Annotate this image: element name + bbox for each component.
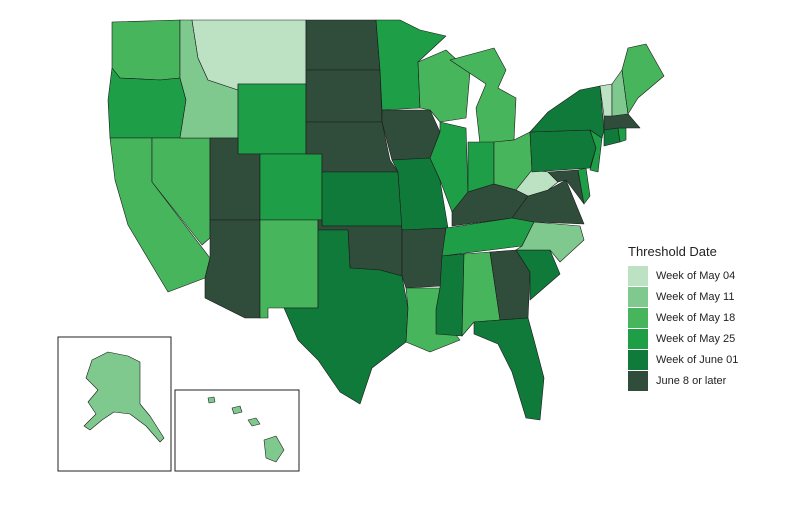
legend-label: Week of May 04 <box>656 269 736 282</box>
state-north-dakota[interactable] <box>305 19 381 71</box>
legend-item: Week of May 11 <box>628 286 738 307</box>
state-colorado[interactable] <box>259 153 323 221</box>
state-massachusetts[interactable] <box>603 113 641 131</box>
legend-label: Week of May 18 <box>656 311 736 324</box>
state-kansas[interactable] <box>321 171 403 227</box>
state-florida[interactable] <box>473 317 545 421</box>
hawaii-inset-frame <box>174 389 300 472</box>
legend-item: Week of May 18 <box>628 307 738 328</box>
legend-label: Week of May 25 <box>656 332 736 345</box>
state-connecticut[interactable] <box>603 127 621 147</box>
legend-swatch <box>628 328 648 349</box>
legend-item: Week of May 25 <box>628 328 738 349</box>
legend-swatch <box>628 286 648 307</box>
state-wisconsin[interactable] <box>417 49 471 123</box>
state-texas[interactable] <box>283 229 409 405</box>
legend-item: June 8 or later <box>628 370 738 391</box>
state-iowa[interactable] <box>381 109 441 161</box>
legend-swatch <box>628 349 648 370</box>
state-new-york[interactable] <box>529 85 605 139</box>
state-new-mexico[interactable] <box>259 219 319 319</box>
state-hawaii[interactable] <box>207 396 285 463</box>
state-maryland[interactable] <box>547 169 585 205</box>
state-alaska[interactable] <box>83 351 165 443</box>
state-montana[interactable] <box>191 19 307 91</box>
state-indiana[interactable] <box>467 141 495 193</box>
state-north-carolina[interactable] <box>515 221 585 263</box>
legend-swatch <box>628 307 648 328</box>
state-arkansas[interactable] <box>401 227 447 289</box>
legend-label: Week of June 01 <box>656 353 739 366</box>
legend-title: Threshold Date <box>628 244 717 259</box>
state-illinois[interactable] <box>429 121 469 213</box>
state-michigan[interactable] <box>449 47 517 145</box>
legend: Threshold Date Week of May 04 Week of Ma… <box>628 244 738 391</box>
legend-swatch <box>628 265 648 286</box>
legend-swatch <box>628 370 648 391</box>
state-arizona[interactable] <box>204 219 261 319</box>
state-washington[interactable] <box>111 19 181 81</box>
state-pennsylvania[interactable] <box>529 129 597 173</box>
state-wyoming[interactable] <box>237 83 307 155</box>
legend-label: Week of May 11 <box>656 290 735 303</box>
state-south-dakota[interactable] <box>305 69 383 123</box>
legend-label: June 8 or later <box>656 374 727 387</box>
legend-item: Week of June 01 <box>628 349 738 370</box>
legend-item: Week of May 04 <box>628 265 738 286</box>
state-georgia[interactable] <box>489 249 531 321</box>
state-maine[interactable] <box>621 43 665 115</box>
